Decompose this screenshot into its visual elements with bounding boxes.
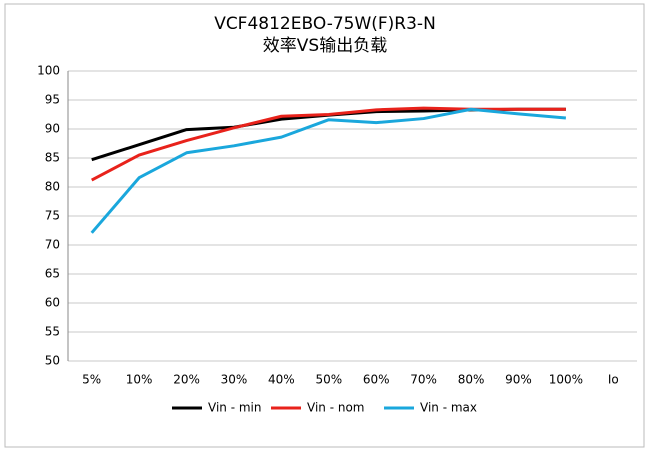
x-axis-label: Io bbox=[608, 373, 619, 387]
x-tick-label: 20% bbox=[173, 373, 200, 387]
legend-label: Vin - min bbox=[208, 401, 261, 415]
series-line bbox=[91, 107, 566, 162]
x-tick-label: 90% bbox=[505, 373, 532, 387]
y-tick-label: 75 bbox=[45, 209, 60, 223]
x-tick-label: 10% bbox=[126, 373, 153, 387]
legend-label: Vin - max bbox=[420, 401, 477, 415]
x-tick-label: 40% bbox=[268, 373, 295, 387]
series-line bbox=[90, 107, 567, 234]
y-tick-label: 85 bbox=[45, 151, 60, 165]
x-tick-label: 80% bbox=[458, 373, 485, 387]
chart-subtitle: 效率VS输出负载 bbox=[263, 36, 387, 56]
y-tick-label: 55 bbox=[45, 325, 60, 339]
legend-label: Vin - nom bbox=[307, 401, 364, 415]
x-tick-label: 100% bbox=[549, 373, 583, 387]
x-tick-label: 5% bbox=[82, 373, 101, 387]
y-tick-label: 60 bbox=[45, 296, 60, 310]
y-tick-label: 70 bbox=[45, 238, 60, 252]
x-tick-label: 30% bbox=[221, 373, 248, 387]
y-tick-label: 90 bbox=[45, 122, 60, 136]
y-tick-label: 100 bbox=[37, 64, 60, 78]
y-tick-label: 50 bbox=[45, 354, 60, 368]
x-tick-label: 70% bbox=[410, 373, 437, 387]
series-line bbox=[91, 106, 566, 182]
x-tick-label: 50% bbox=[315, 373, 342, 387]
y-tick-label: 80 bbox=[45, 180, 60, 194]
chart-border bbox=[4, 3, 645, 448]
chart-title: VCF4812EBO-75W(F)R3-N bbox=[214, 14, 436, 34]
y-tick-label: 65 bbox=[45, 267, 60, 281]
x-tick-label: 60% bbox=[363, 373, 390, 387]
y-tick-label: 95 bbox=[45, 93, 60, 107]
